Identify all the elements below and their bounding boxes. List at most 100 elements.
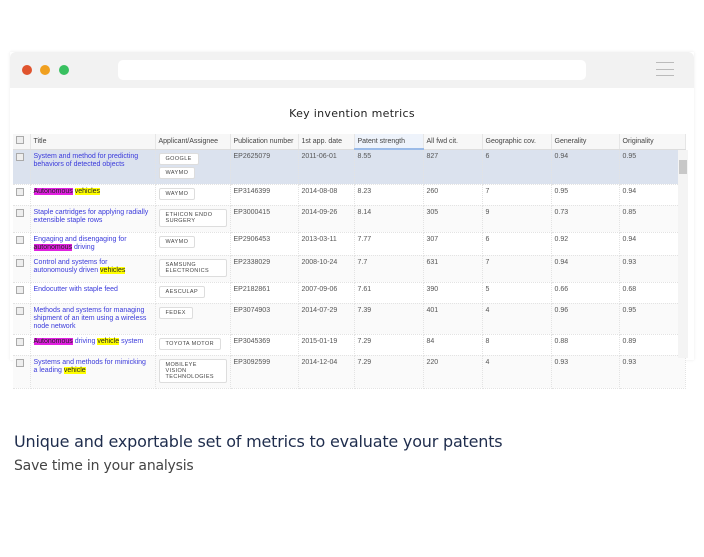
- cell-geo: 6: [482, 232, 552, 256]
- assignee-tag[interactable]: SAMSUNG ELECTRONICS: [158, 258, 227, 277]
- assignee-tag[interactable]: ETHICON ENDO SURGERY: [158, 208, 227, 227]
- cell-fwd: 307: [423, 232, 483, 256]
- cell-strength: 7.29: [354, 334, 424, 356]
- metrics-table: Title Applicant/Assignee Publication numbe…: [13, 134, 686, 389]
- patent-title-link[interactable]: System and method for predicting behavio…: [34, 153, 139, 168]
- column-header[interactable]: Originality: [619, 134, 686, 150]
- address-bar[interactable]: [118, 60, 586, 80]
- patent-title-link[interactable]: Systems and methods for mimicking a lead…: [34, 359, 146, 374]
- column-header[interactable]: Patent strength: [354, 134, 424, 150]
- cell-strength: 7.29: [354, 355, 424, 389]
- minimize-dot-icon[interactable]: [40, 65, 50, 75]
- title-segment: Autonomous: [33, 187, 73, 195]
- row-checkbox[interactable]: [16, 208, 24, 217]
- title-segment: Autonomous: [33, 337, 73, 345]
- cell-geo: 7: [482, 255, 552, 283]
- close-dot-icon[interactable]: [22, 65, 32, 75]
- cell-geo: 8: [482, 334, 552, 356]
- patent-title-link[interactable]: Methods and systems for managing shipmen…: [34, 307, 147, 330]
- title-segment: Staple cartridges for applying radially …: [33, 208, 149, 224]
- patent-title-link[interactable]: Staple cartridges for applying radially …: [34, 209, 149, 224]
- table-row[interactable]: Engaging and disengaging for autonomous …: [13, 232, 686, 256]
- cell-gen: 0.88: [551, 334, 620, 356]
- cell-strength: 7.7: [354, 255, 424, 283]
- table-row[interactable]: Control and systems for autonomously dri…: [13, 255, 686, 283]
- footer-heading: Unique and exportable set of metrics to …: [14, 432, 503, 451]
- assignee-tag[interactable]: GOOGLE: [158, 152, 199, 165]
- column-header[interactable]: Geographic cov.: [482, 134, 552, 150]
- table-row[interactable]: Autonomous vehicles WAYMO EP3146399 2014-08…: [13, 184, 686, 206]
- cell-pub: EP3092599: [230, 355, 299, 389]
- assignee-tag[interactable]: AESCULAP: [158, 285, 206, 298]
- cell-strength: 7.39: [354, 303, 424, 335]
- patent-title-link[interactable]: Autonomous driving vehicle system: [33, 337, 144, 345]
- assignee-tag[interactable]: WAYMO: [158, 187, 196, 200]
- row-checkbox[interactable]: [16, 187, 24, 196]
- hamburger-menu-icon[interactable]: [656, 62, 674, 76]
- column-header[interactable]: Applicant/Assignee: [155, 134, 231, 150]
- column-header[interactable]: 1st app. date: [298, 134, 355, 150]
- cell-strength: 7.77: [354, 232, 424, 256]
- cell-fwd: 305: [423, 205, 483, 233]
- row-checkbox[interactable]: [16, 285, 24, 294]
- cell-gen: 0.93: [551, 355, 620, 389]
- cell-date: 2011-06-01: [298, 149, 355, 185]
- cell-geo: 6: [482, 149, 552, 185]
- patent-title-link[interactable]: Endocutter with staple feed: [34, 286, 118, 293]
- cell-date: 2015-01-19: [298, 334, 355, 356]
- title-segment: vehicles: [100, 266, 126, 274]
- column-header[interactable]: All fwd cit.: [423, 134, 483, 150]
- cell-fwd: 84: [423, 334, 483, 356]
- assignee-tag[interactable]: WAYMO: [158, 235, 196, 248]
- assignee-tag[interactable]: FEDEX: [158, 306, 193, 319]
- title-bar: [10, 52, 694, 88]
- cell-date: 2014-12-04: [298, 355, 355, 389]
- row-checkbox[interactable]: [16, 358, 24, 367]
- table-row[interactable]: Autonomous driving vehicle system TOYOTA …: [13, 334, 686, 356]
- cell-date: 2007-09-06: [298, 282, 355, 304]
- cell-fwd: 390: [423, 282, 483, 304]
- footer-subheading: Save time in your analysis: [14, 458, 194, 474]
- column-header[interactable]: Title: [30, 134, 156, 150]
- row-checkbox[interactable]: [16, 258, 24, 267]
- select-all-checkbox[interactable]: [16, 136, 24, 145]
- patent-title-link[interactable]: Engaging and disengaging for autonomous …: [33, 236, 127, 251]
- row-checkbox[interactable]: [16, 152, 24, 161]
- row-checkbox[interactable]: [16, 235, 24, 244]
- cell-pub: EP3074903: [230, 303, 299, 335]
- cell-geo: 4: [482, 303, 552, 335]
- cell-date: 2014-07-29: [298, 303, 355, 335]
- title-segment: driving: [72, 337, 98, 345]
- column-header[interactable]: Publication number: [230, 134, 299, 150]
- assignee-tag[interactable]: WAYMO: [158, 166, 196, 179]
- cell-orig: 0.94: [619, 232, 686, 256]
- cell-fwd: 260: [423, 184, 483, 206]
- cell-pub: EP3000415: [230, 205, 299, 233]
- cell-fwd: 401: [423, 303, 483, 335]
- column-header[interactable]: Generality: [551, 134, 620, 150]
- row-checkbox[interactable]: [16, 306, 24, 315]
- row-checkbox[interactable]: [16, 337, 24, 346]
- cell-pub: EP2625079: [230, 149, 299, 185]
- table-row[interactable]: Methods and systems for managing shipmen…: [13, 303, 686, 335]
- patent-title-link[interactable]: Control and systems for autonomously dri…: [34, 259, 126, 274]
- assignee-tag[interactable]: MOBILEYE VISION TECHNOLOGIES: [158, 358, 227, 383]
- title-segment: system: [119, 337, 144, 345]
- cell-orig: 0.95: [619, 303, 686, 335]
- assignee-tag[interactable]: TOYOTA MOTOR: [158, 337, 221, 350]
- patent-title-link[interactable]: Autonomous vehicles: [33, 187, 101, 195]
- cell-gen: 0.92: [551, 232, 620, 256]
- maximize-dot-icon[interactable]: [59, 65, 69, 75]
- cell-orig: 0.95: [619, 149, 686, 185]
- table-row[interactable]: System and method for predicting behavio…: [13, 149, 686, 185]
- cell-gen: 0.94: [551, 255, 620, 283]
- table-row[interactable]: Staple cartridges for applying radially …: [13, 205, 686, 233]
- cell-geo: 7: [482, 184, 552, 206]
- scrollbar-thumb[interactable]: [679, 160, 687, 174]
- table-row[interactable]: Endocutter with staple feed AESCULAP EP218…: [13, 282, 686, 304]
- table-row[interactable]: Systems and methods for mimicking a lead…: [13, 355, 686, 389]
- scrollbar[interactable]: [678, 150, 688, 358]
- title-segment: Endocutter with staple feed: [33, 285, 118, 293]
- cell-orig: 0.68: [619, 282, 686, 304]
- cell-pub: EP3146399: [230, 184, 299, 206]
